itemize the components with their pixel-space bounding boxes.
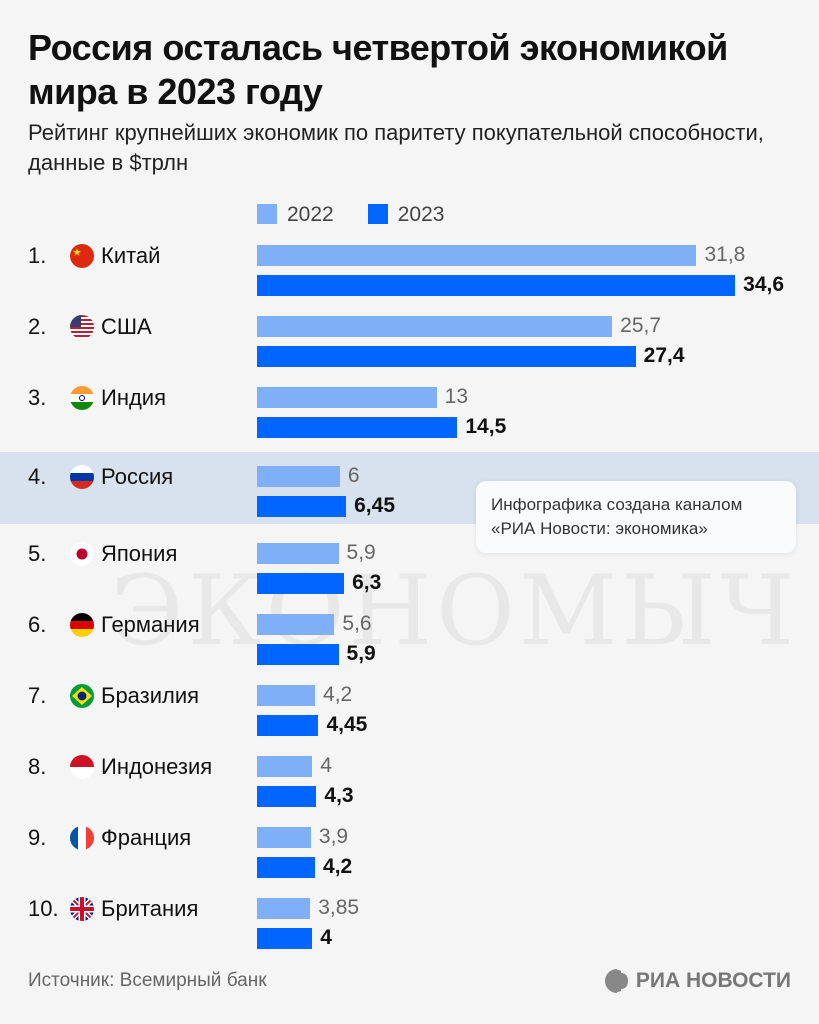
value-label-2022: 31,8 xyxy=(704,243,746,266)
bar-2023 xyxy=(257,275,736,296)
bar-2022 xyxy=(257,756,313,777)
value-label-2022: 3,85 xyxy=(318,896,360,919)
bar-2023 xyxy=(257,573,345,594)
watermark: ЭКОНОМЫЧ xyxy=(110,555,798,667)
chart-row: 5. Япония 5,9 6,3 xyxy=(0,541,819,601)
credit-note: Инфографика создана каналом «РИА Новости… xyxy=(476,481,796,553)
chart-row: 4. Россия 6 6,45 xyxy=(0,464,819,524)
chart-row: 8. Индонезия 4 4,3 xyxy=(0,754,819,814)
value-label-2022: 6 xyxy=(347,464,360,487)
value-label-2023: 14,5 xyxy=(465,415,507,438)
legend-item-2023: 2023 xyxy=(367,203,445,227)
value-label-2023: 4,3 xyxy=(324,784,354,807)
value-label-2023: 4,45 xyxy=(326,713,368,736)
value-label-2022: 13 xyxy=(444,385,469,408)
bar-2023 xyxy=(257,857,316,878)
flag-brazil-icon xyxy=(70,684,94,708)
legend-label: 2023 xyxy=(397,203,445,226)
flag-japan-icon xyxy=(70,542,94,566)
legend-label: 2022 xyxy=(287,203,334,226)
bar-2023 xyxy=(257,496,347,517)
bar-2023 xyxy=(257,786,317,807)
legend-item-2022: 2022 xyxy=(257,203,334,227)
rank-label: 5. xyxy=(28,541,47,566)
chart-row: 6. Германия 5,6 5,9 xyxy=(0,612,819,672)
bar-2022 xyxy=(257,245,697,266)
rank-label: 2. xyxy=(28,314,47,339)
flag-france-icon xyxy=(70,826,94,850)
country-label: Россия xyxy=(101,464,174,489)
bar-2022 xyxy=(257,827,311,848)
chart-row: 3. Индия 13 14,5 xyxy=(0,385,819,445)
legend-swatch-2022 xyxy=(257,204,277,224)
ria-logo: РИА НОВОСТИ xyxy=(604,968,791,994)
flag-germany-icon xyxy=(70,613,94,637)
value-label-2022: 4,2 xyxy=(323,683,353,706)
value-label-2023: 6,45 xyxy=(354,494,395,517)
bar-2022 xyxy=(257,466,340,487)
bar-2022 xyxy=(257,387,437,408)
logo-text: РИА НОВОСТИ xyxy=(635,969,791,992)
chart-row: 1. Китай 31,8 34,6 xyxy=(0,243,819,303)
value-label-2023: 34,6 xyxy=(743,273,785,296)
chart-row: 10. Британия 3,85 4 xyxy=(0,896,819,956)
rank-label: 1. xyxy=(28,243,47,268)
ria-globe-icon xyxy=(604,968,630,994)
chart-title: Россия осталась четвертой экономикой мир… xyxy=(28,27,728,112)
chart-subtitle: Рейтинг крупнейших экономик по паритету … xyxy=(28,120,764,175)
flag-indonesia-icon xyxy=(70,755,94,779)
value-label-2023: 5,9 xyxy=(346,642,376,665)
bar-2022 xyxy=(257,543,339,564)
country-label: Германия xyxy=(101,612,200,637)
rank-label: 9. xyxy=(28,825,47,850)
bar-2023 xyxy=(257,928,313,949)
value-label-2022: 3,9 xyxy=(318,825,349,848)
legend: 2022 2023 xyxy=(257,203,444,227)
bar-2022 xyxy=(257,614,335,635)
value-label-2022: 4 xyxy=(320,754,332,777)
country-label: Франция xyxy=(101,825,192,850)
country-label: Китай xyxy=(101,243,161,268)
country-label: США xyxy=(101,314,152,339)
rank-label: 7. xyxy=(28,683,47,708)
rank-label: 3. xyxy=(28,385,47,410)
country-label: Индонезия xyxy=(101,754,213,779)
country-label: Британия xyxy=(101,896,199,921)
country-label: Япония xyxy=(101,541,178,566)
flag-china-icon xyxy=(70,244,94,268)
bar-2023 xyxy=(257,644,339,665)
flag-russia-icon xyxy=(70,465,94,489)
flag-uk-icon xyxy=(70,897,94,921)
value-label-2023: 27,4 xyxy=(643,344,685,367)
country-label: Бразилия xyxy=(101,683,200,708)
bar-2023 xyxy=(257,417,458,438)
chart-row: 7. Бразилия 4,2 4,45 xyxy=(0,683,819,743)
bar-2022 xyxy=(257,898,311,919)
bar-2023 xyxy=(257,715,319,736)
rank-label: 10. xyxy=(28,896,59,921)
value-label-2023: 4,2 xyxy=(323,855,353,878)
chart-row: 9. Франция 3,9 4,2 xyxy=(0,825,819,885)
bar-2022 xyxy=(257,685,316,706)
bar-2022 xyxy=(257,316,613,337)
flag-usa-icon xyxy=(70,315,94,339)
country-label: Индия xyxy=(101,385,167,410)
flag-india-icon xyxy=(70,386,94,410)
rank-label: 6. xyxy=(28,612,47,637)
value-label-2023: 6,3 xyxy=(352,571,382,594)
rank-label: 8. xyxy=(28,754,47,779)
source-text: Источник: Всемирный банк xyxy=(28,970,267,991)
value-label-2022: 5,9 xyxy=(346,541,376,564)
legend-swatch-2023 xyxy=(367,204,388,224)
bar-2023 xyxy=(257,346,636,367)
chart-row: 2. США 25,7 27,4 xyxy=(0,314,819,374)
rank-label: 4. xyxy=(28,464,47,489)
value-label-2022: 5,6 xyxy=(342,612,372,635)
value-label-2023: 4 xyxy=(320,926,332,949)
value-label-2022: 25,7 xyxy=(620,314,662,337)
